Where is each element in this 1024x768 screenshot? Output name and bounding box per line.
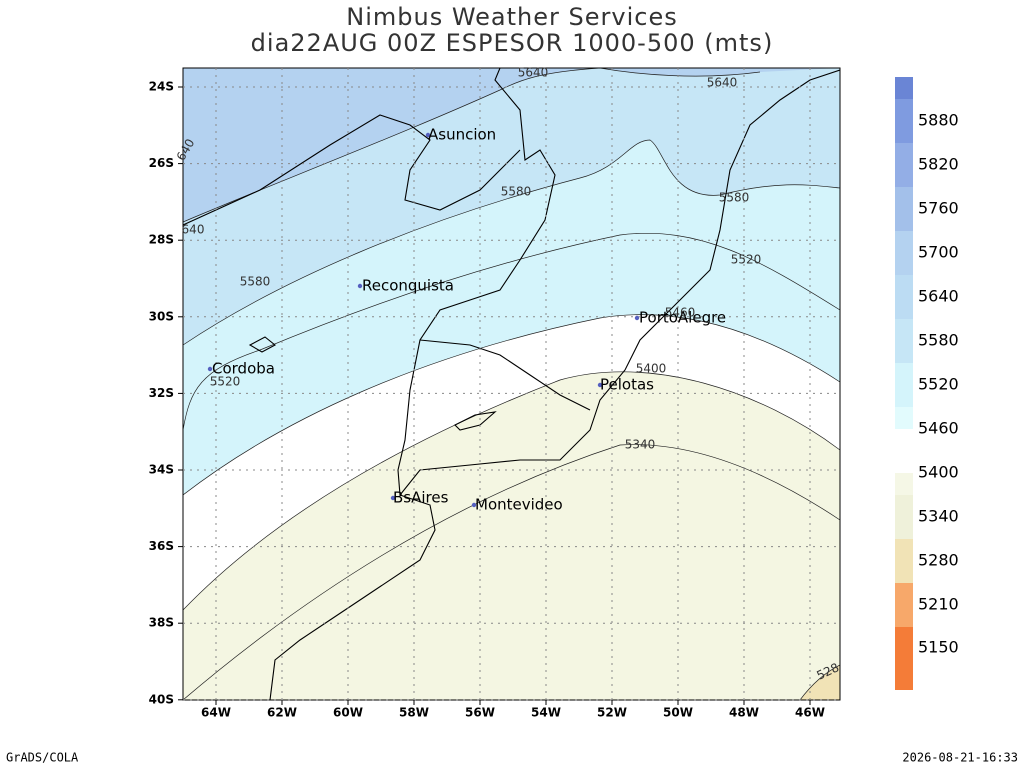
lon-label: 54W	[531, 706, 561, 720]
contour	[183, 444, 840, 700]
city-label: Montevideo	[475, 496, 563, 514]
footer-right: 2026-08-21-16:33	[902, 751, 1018, 765]
colorbar-label: 5580	[918, 331, 959, 350]
colorbar-swatch	[895, 495, 913, 539]
contour	[183, 232, 840, 431]
contour	[799, 664, 840, 700]
colorbar-swatch	[895, 319, 913, 363]
contour	[183, 371, 840, 611]
colorbar-label: 5460	[918, 419, 959, 438]
title: dia22AUG 00Z ESPESOR 1000-500 (mts)	[251, 29, 774, 57]
city-label: Pelotas	[600, 376, 654, 394]
city-label: Asuncion	[428, 126, 496, 144]
colorbar-swatch	[895, 583, 913, 627]
city-label: Cordoba	[212, 360, 275, 378]
lat-label: 34S	[149, 463, 174, 477]
colorbar-label: 5280	[918, 551, 959, 570]
city-marker	[425, 132, 431, 138]
lat-label: 32S	[149, 386, 174, 400]
city-marker	[357, 283, 363, 289]
colorbar-swatch	[895, 275, 913, 319]
contour-label: 5460	[665, 306, 696, 320]
city-marker	[597, 382, 603, 388]
colorbar-label: 5760	[918, 199, 959, 218]
lat-label: 38S	[149, 616, 174, 630]
contour-label: 5640	[518, 66, 549, 80]
contour	[183, 68, 761, 223]
colorbar-swatch	[895, 77, 913, 99]
colorbar-label: 5340	[918, 507, 959, 526]
contour	[183, 139, 840, 346]
lat-label: 28S	[149, 233, 174, 247]
lon-label: 46W	[795, 706, 825, 720]
footer-left: GrADS/COLA	[6, 751, 79, 765]
lon-label: 52W	[597, 706, 627, 720]
contour-label: 5340	[625, 438, 656, 452]
map-frame	[182, 67, 841, 701]
lon-label: 48W	[729, 706, 759, 720]
lon-label: 64W	[201, 706, 231, 720]
city-label: BsAires	[393, 489, 449, 507]
border	[419, 339, 591, 411]
colorbar	[895, 77, 913, 690]
city-marker	[207, 366, 213, 372]
contour-label: 5400	[636, 362, 667, 376]
river	[183, 114, 521, 226]
contour-label: 5640	[707, 76, 738, 90]
colorbar-swatch	[895, 407, 913, 429]
lon-label: 58W	[399, 706, 429, 720]
contour-label: 640	[182, 223, 205, 237]
lat-label: 30S	[149, 309, 174, 323]
colorbar-swatch	[895, 473, 913, 495]
lon-label: 50W	[663, 706, 693, 720]
lon-label: 60W	[333, 706, 363, 720]
colorbar-swatch	[895, 187, 913, 231]
colorbar-swatch	[895, 231, 913, 275]
lat-label: 24S	[149, 80, 174, 94]
colorbar-label: 5520	[918, 375, 959, 394]
fill-5640-east	[600, 68, 840, 77]
colorbar-label: 5210	[918, 595, 959, 614]
lat-label: 36S	[149, 539, 174, 553]
title: Nimbus Weather Services	[346, 3, 677, 31]
colorbar-label: 5640	[918, 287, 959, 306]
lat-label: 40S	[149, 692, 174, 706]
colorbar-label: 5150	[918, 638, 959, 657]
contour	[183, 314, 840, 496]
colorbar-swatch	[895, 627, 913, 690]
border	[269, 68, 556, 700]
colorbar-label: 5400	[918, 463, 959, 482]
map-fills	[183, 68, 840, 700]
city-marker	[471, 502, 477, 508]
contour-label: 5520	[731, 253, 762, 267]
lon-label: 62W	[267, 706, 297, 720]
contour-label: 5580	[501, 185, 532, 199]
colorbar-swatch	[895, 363, 913, 407]
coastline	[399, 69, 840, 496]
city-marker	[390, 495, 396, 501]
colorbar-swatch	[895, 99, 913, 143]
fill-5640	[183, 68, 600, 222]
lon-label: 56W	[465, 706, 495, 720]
colorbar-label: 5700	[918, 243, 959, 262]
lat-label: 26S	[149, 156, 174, 170]
colorbar-swatch	[895, 539, 913, 583]
colorbar-label: 5880	[918, 111, 959, 130]
city-marker	[634, 315, 640, 321]
contour-label: 5520	[210, 375, 241, 389]
colorbar-label: 5820	[918, 155, 959, 174]
colorbar-swatch	[895, 143, 913, 187]
lake	[248, 336, 497, 431]
contour-label: 5580	[719, 191, 750, 205]
contour-label: 5580	[240, 275, 271, 289]
city-label: Reconquista	[362, 277, 454, 295]
city-label: PortoAlegre	[639, 309, 726, 327]
